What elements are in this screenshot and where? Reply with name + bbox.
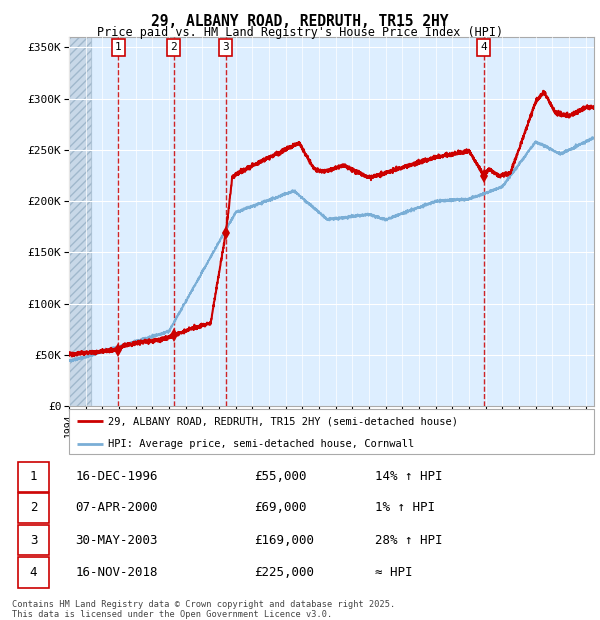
Text: 3: 3 xyxy=(30,534,37,547)
Text: 1: 1 xyxy=(115,42,122,53)
Bar xyxy=(69,37,91,406)
Text: 14% ↑ HPI: 14% ↑ HPI xyxy=(375,471,442,484)
Text: 30-MAY-2003: 30-MAY-2003 xyxy=(76,534,158,547)
Bar xyxy=(18,462,49,492)
Text: 1: 1 xyxy=(30,471,37,484)
Text: 29, ALBANY ROAD, REDRUTH, TR15 2HY: 29, ALBANY ROAD, REDRUTH, TR15 2HY xyxy=(151,14,449,29)
Bar xyxy=(18,525,49,556)
Text: £55,000: £55,000 xyxy=(254,471,307,484)
Text: £169,000: £169,000 xyxy=(254,534,314,547)
Text: 28% ↑ HPI: 28% ↑ HPI xyxy=(375,534,442,547)
Text: 29, ALBANY ROAD, REDRUTH, TR15 2HY (semi-detached house): 29, ALBANY ROAD, REDRUTH, TR15 2HY (semi… xyxy=(109,416,458,427)
Bar xyxy=(69,37,91,406)
Text: 07-APR-2000: 07-APR-2000 xyxy=(76,502,158,515)
Text: 3: 3 xyxy=(223,42,229,53)
Text: 4: 4 xyxy=(30,566,37,579)
Text: 4: 4 xyxy=(480,42,487,53)
Text: 16-NOV-2018: 16-NOV-2018 xyxy=(76,566,158,579)
Bar xyxy=(18,557,49,588)
Text: ≈ HPI: ≈ HPI xyxy=(375,566,412,579)
Text: 16-DEC-1996: 16-DEC-1996 xyxy=(76,471,158,484)
Text: 1% ↑ HPI: 1% ↑ HPI xyxy=(375,502,435,515)
Text: £69,000: £69,000 xyxy=(254,502,307,515)
Text: Price paid vs. HM Land Registry's House Price Index (HPI): Price paid vs. HM Land Registry's House … xyxy=(97,26,503,39)
Bar xyxy=(18,493,49,523)
Text: 2: 2 xyxy=(30,502,37,515)
Text: Contains HM Land Registry data © Crown copyright and database right 2025.
This d: Contains HM Land Registry data © Crown c… xyxy=(12,600,395,619)
Text: HPI: Average price, semi-detached house, Cornwall: HPI: Average price, semi-detached house,… xyxy=(109,439,415,449)
Text: £225,000: £225,000 xyxy=(254,566,314,579)
Text: 2: 2 xyxy=(170,42,177,53)
